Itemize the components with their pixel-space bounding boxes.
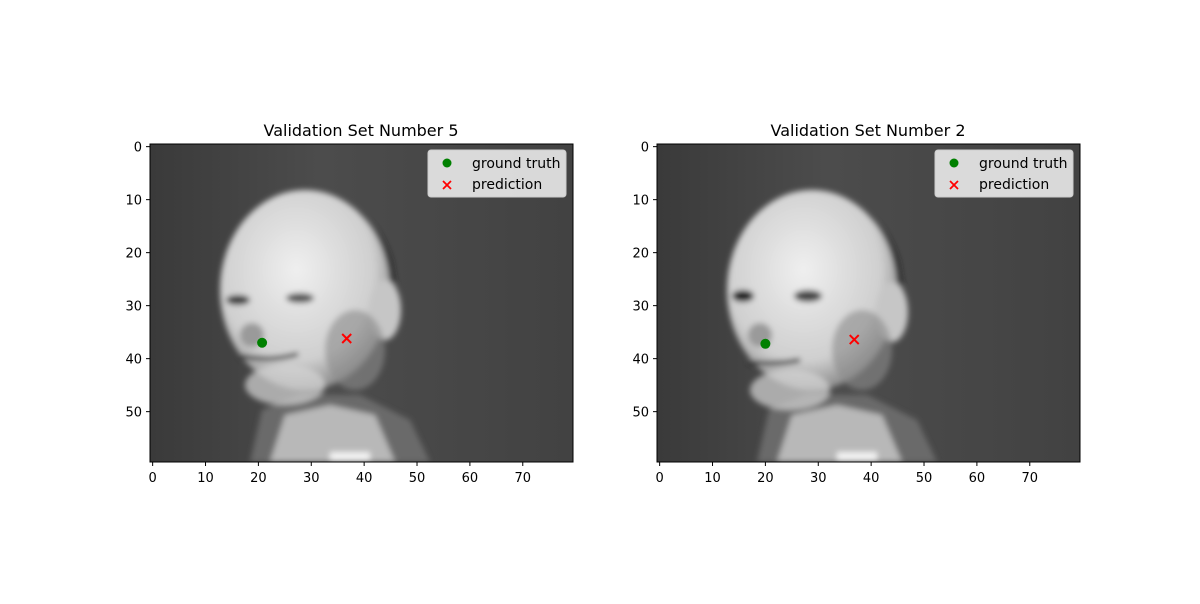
x-axis: 0 10 20 30 40 50 60 70 [149, 462, 531, 486]
legend-label-ground-truth: ground truth [979, 156, 1067, 172]
subplot-title: Validation Set Number 2 [771, 121, 966, 140]
legend-marker-prediction [442, 180, 452, 190]
x-tick-label: 20 [250, 471, 267, 486]
y-tick-label: 10 [125, 194, 142, 209]
prediction-point [849, 334, 860, 345]
legend: ground truth prediction [427, 149, 567, 198]
legend-marker-prediction [949, 180, 959, 190]
y-tick-label: 40 [632, 353, 649, 368]
subplot-validation-5: Validation Set Number 5 [125, 121, 574, 486]
legend-label-ground-truth: ground truth [472, 156, 560, 172]
plot-marks [760, 334, 860, 349]
x-tick-label: 10 [197, 471, 214, 486]
prediction-point [341, 333, 352, 344]
x-tick-label: 30 [303, 471, 320, 486]
x-tick-label: 60 [969, 471, 986, 486]
x-tick-label: 30 [810, 471, 827, 486]
x-tick-label: 20 [757, 471, 774, 486]
x-tick-label: 60 [462, 471, 479, 486]
y-tick-label: 30 [125, 300, 142, 315]
legend-marker-ground-truth [949, 158, 959, 168]
subplot-title: Validation Set Number 5 [264, 121, 459, 140]
x-tick-label: 40 [863, 471, 880, 486]
x-tick-label: 10 [704, 471, 721, 486]
y-tick-label: 20 [632, 247, 649, 262]
x-tick-label: 40 [356, 471, 373, 486]
y-tick-label: 50 [632, 406, 649, 421]
legend-marker-ground-truth [442, 158, 452, 168]
legend-label-prediction: prediction [472, 177, 542, 193]
y-tick-label: 0 [641, 141, 649, 156]
y-tick-label: 40 [125, 353, 142, 368]
y-tick-label: 30 [632, 300, 649, 315]
plot-marks [257, 333, 352, 348]
y-tick-label: 10 [632, 194, 649, 209]
ground-truth-point [257, 337, 268, 348]
x-tick-label: 0 [656, 471, 664, 486]
x-tick-label: 70 [514, 471, 531, 486]
ground-truth-point [760, 338, 771, 349]
legend: ground truth prediction [934, 149, 1074, 198]
legend-label-prediction: prediction [979, 177, 1049, 193]
x-axis: 0 10 20 30 40 50 60 70 [656, 462, 1038, 486]
axes-frame [656, 143, 1081, 463]
x-tick-label: 50 [409, 471, 426, 486]
x-tick-label: 50 [916, 471, 933, 486]
subplot-validation-2: Validation Set Number 2 0 10 20 30 40 50 60 70 … [632, 121, 1081, 486]
y-tick-label: 0 [134, 141, 142, 156]
x-tick-label: 70 [1021, 471, 1038, 486]
y-tick-label: 50 [125, 406, 142, 421]
x-tick-label: 0 [149, 471, 157, 486]
y-axis: 0 10 20 30 40 50 [125, 141, 150, 421]
axes-frame [149, 143, 574, 463]
y-tick-label: 20 [125, 247, 142, 262]
y-axis: 0 10 20 30 40 50 [632, 141, 657, 421]
